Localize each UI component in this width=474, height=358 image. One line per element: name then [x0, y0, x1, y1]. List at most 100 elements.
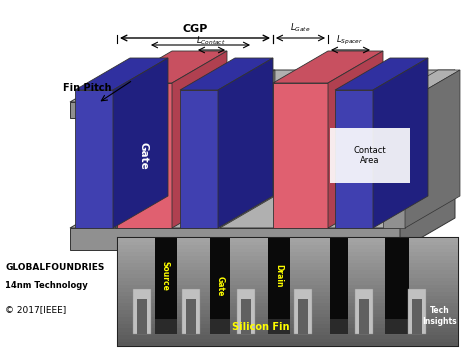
Bar [210, 238, 230, 321]
Bar [355, 289, 373, 334]
Polygon shape [180, 58, 273, 90]
Bar [155, 319, 177, 334]
Bar [118, 303, 458, 306]
Bar [118, 245, 458, 249]
Bar [118, 270, 458, 274]
Text: GLOBALFOUNDRIES: GLOBALFOUNDRIES [5, 263, 104, 272]
Bar [137, 299, 147, 334]
Bar [359, 299, 369, 334]
Polygon shape [198, 70, 275, 102]
Bar [118, 324, 458, 328]
Bar [118, 285, 458, 289]
Polygon shape [113, 58, 168, 228]
Text: $L_{Gate}$: $L_{Gate}$ [290, 21, 310, 34]
Polygon shape [70, 102, 400, 118]
Bar [118, 256, 458, 260]
Polygon shape [75, 90, 113, 228]
Polygon shape [400, 70, 455, 118]
Bar [294, 289, 312, 334]
Polygon shape [325, 70, 380, 228]
Bar [118, 238, 458, 346]
Bar [118, 342, 458, 346]
Text: CGP: CGP [182, 24, 208, 34]
Bar [155, 238, 177, 321]
Bar [385, 238, 409, 321]
Bar [118, 310, 458, 314]
Polygon shape [335, 58, 428, 90]
Polygon shape [328, 51, 383, 228]
Bar [118, 252, 458, 256]
Bar [182, 289, 200, 334]
Polygon shape [117, 51, 227, 83]
Bar [118, 292, 458, 296]
Polygon shape [180, 90, 218, 228]
Bar [118, 289, 458, 292]
Text: Tech
Insights: Tech Insights [423, 306, 457, 326]
Polygon shape [70, 228, 400, 250]
Bar [210, 319, 230, 334]
Polygon shape [220, 70, 275, 228]
Bar [118, 332, 458, 335]
Polygon shape [383, 102, 405, 228]
Text: © 2017[IEEE]: © 2017[IEEE] [5, 305, 66, 314]
Polygon shape [405, 70, 460, 228]
Polygon shape [198, 102, 220, 228]
Bar [330, 319, 348, 334]
Text: Drain: Drain [274, 264, 283, 288]
Bar [408, 289, 426, 334]
Polygon shape [75, 58, 168, 90]
Bar [118, 339, 458, 342]
Bar [118, 328, 458, 332]
Bar [118, 277, 458, 281]
Polygon shape [172, 51, 227, 228]
Bar [133, 289, 151, 334]
Bar [268, 319, 290, 334]
Bar [385, 319, 409, 334]
Bar [118, 249, 458, 252]
Polygon shape [93, 102, 115, 228]
Text: Gate: Gate [139, 142, 149, 170]
Polygon shape [273, 51, 383, 83]
Text: Silicon Fin: Silicon Fin [232, 322, 290, 332]
Polygon shape [373, 58, 428, 228]
Bar [412, 299, 422, 334]
Polygon shape [335, 90, 373, 228]
Text: $L_{Contact}$: $L_{Contact}$ [196, 34, 226, 47]
Text: 14nm Technology: 14nm Technology [5, 281, 88, 290]
Bar [118, 274, 458, 277]
Polygon shape [303, 102, 325, 228]
Bar [186, 299, 196, 334]
Bar [298, 299, 308, 334]
Bar [241, 299, 251, 334]
Polygon shape [70, 70, 455, 102]
Polygon shape [70, 196, 455, 228]
Text: Fin Pitch: Fin Pitch [63, 83, 111, 93]
Bar [330, 238, 348, 321]
Polygon shape [400, 196, 455, 250]
Polygon shape [117, 83, 172, 228]
Polygon shape [383, 70, 460, 102]
Bar [118, 238, 458, 242]
Bar [268, 238, 290, 321]
Polygon shape [273, 83, 328, 228]
Polygon shape [330, 128, 410, 183]
Bar [118, 321, 458, 324]
Bar [118, 281, 458, 285]
Bar [118, 242, 458, 245]
Bar [118, 260, 458, 263]
Polygon shape [218, 58, 273, 228]
Polygon shape [93, 70, 170, 102]
Polygon shape [115, 70, 170, 228]
Bar [118, 267, 458, 270]
Bar [118, 263, 458, 267]
Bar [118, 317, 458, 321]
Bar [118, 296, 458, 299]
Bar [237, 289, 255, 334]
Bar [118, 314, 458, 317]
Bar [118, 306, 458, 310]
Text: Gate: Gate [216, 276, 225, 296]
Text: $L_{Spacer}$: $L_{Spacer}$ [337, 34, 364, 47]
Bar [118, 299, 458, 303]
Text: Contact
Area: Contact Area [354, 146, 386, 165]
Text: Source: Source [161, 261, 170, 291]
